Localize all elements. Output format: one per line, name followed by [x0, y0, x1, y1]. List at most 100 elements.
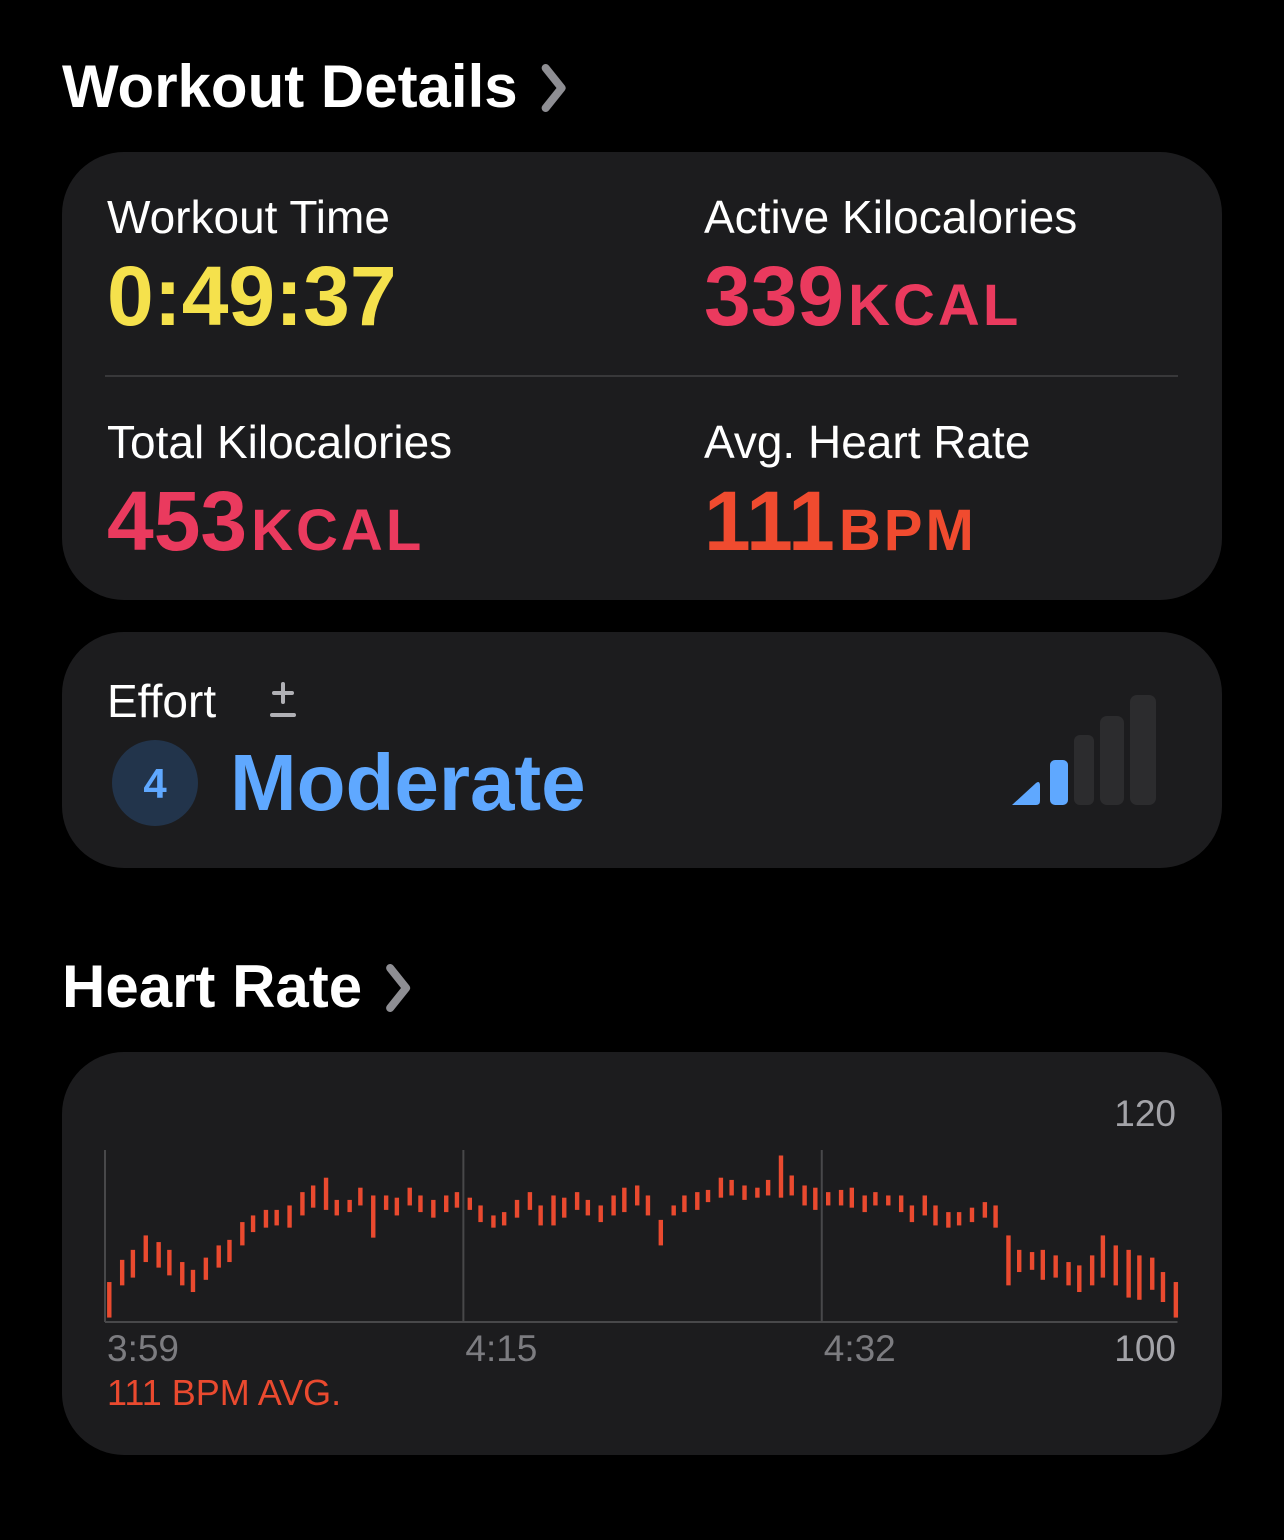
range-bar	[682, 1195, 687, 1213]
range-bar	[585, 1199, 591, 1216]
range-bar	[671, 1205, 676, 1216]
range-bar	[383, 1195, 389, 1210]
range-bar	[1077, 1265, 1082, 1293]
range-bar	[190, 1269, 196, 1293]
x-tick-label: 3:59	[107, 1328, 179, 1369]
range-bar	[300, 1192, 305, 1216]
range-bar	[862, 1195, 867, 1213]
range-bar	[886, 1195, 891, 1206]
metric-unit: KCAL	[848, 273, 1021, 338]
metric-unit: KCAL	[251, 498, 424, 563]
metric-number: 339	[704, 249, 844, 343]
range-bar	[347, 1199, 352, 1213]
metric-number: 111	[704, 474, 835, 568]
range-bar	[1016, 1249, 1022, 1273]
range-bar	[1029, 1252, 1035, 1270]
effort-meter	[1012, 695, 1156, 805]
range-bar	[622, 1187, 627, 1213]
range-bar	[501, 1212, 507, 1226]
range-bar	[1113, 1245, 1118, 1286]
range-bar	[909, 1205, 915, 1223]
range-bar	[156, 1242, 161, 1268]
range-bar	[418, 1195, 423, 1213]
metric-value: 339KCAL	[704, 249, 1021, 343]
average-label: 111 BPM AVG.	[107, 1372, 341, 1413]
heart-rate-card[interactable]	[62, 1052, 1222, 1455]
effort-card[interactable]	[62, 632, 1222, 868]
range-bar	[611, 1195, 616, 1216]
effort-badge	[112, 740, 198, 826]
adjust-icon[interactable]	[270, 682, 296, 717]
range-bar	[982, 1202, 988, 1218]
range-bar	[598, 1205, 603, 1223]
range-bar	[1100, 1235, 1106, 1278]
range-bar	[813, 1187, 818, 1210]
metric-label: Total Kilocalories	[107, 416, 452, 468]
metric-label: Workout Time	[107, 191, 390, 243]
range-bar	[180, 1262, 185, 1286]
range-bar	[371, 1195, 376, 1238]
range-bar	[838, 1189, 844, 1206]
range-bar	[431, 1199, 436, 1218]
range-bar	[167, 1249, 172, 1276]
metric-label: Avg. Heart Rate	[704, 416, 1030, 468]
range-bar	[574, 1192, 580, 1210]
chevron[interactable]	[386, 964, 411, 1012]
effort-level: 4	[143, 760, 167, 807]
range-bar	[755, 1187, 760, 1198]
range-bar	[107, 1282, 112, 1318]
range-bar	[765, 1179, 771, 1196]
range-bar	[1160, 1272, 1166, 1303]
range-bar	[1040, 1249, 1046, 1280]
range-bar	[358, 1187, 363, 1206]
range-bar	[956, 1212, 962, 1226]
range-bar	[645, 1195, 651, 1216]
range-bar	[898, 1195, 904, 1213]
range-bar	[826, 1192, 831, 1206]
range-bar	[130, 1249, 136, 1278]
range-bar	[933, 1205, 938, 1226]
range-bar	[119, 1259, 125, 1286]
range-bar	[203, 1257, 209, 1280]
range-bar	[1173, 1282, 1179, 1318]
x-tick-label: 4:32	[824, 1328, 896, 1369]
range-bar	[454, 1192, 460, 1208]
metric-value: 111BPM	[704, 474, 977, 568]
range-bar	[216, 1245, 221, 1268]
range-bar	[444, 1195, 449, 1213]
range-bar	[705, 1189, 711, 1203]
x-tick-label: 4:15	[465, 1328, 537, 1369]
range-bar	[635, 1185, 640, 1206]
range-bar	[491, 1215, 496, 1228]
effort-label: Effort	[107, 675, 216, 727]
range-bar	[873, 1192, 878, 1206]
range-bar	[1150, 1257, 1155, 1290]
range-bar	[478, 1205, 483, 1223]
range-bar	[802, 1185, 807, 1206]
range-bar	[742, 1185, 747, 1200]
range-bar	[658, 1219, 664, 1246]
section-title[interactable]: Heart Rate	[62, 953, 362, 1020]
metric-number: 453	[107, 474, 247, 568]
range-bar	[287, 1205, 292, 1228]
metric-unit: BPM	[839, 498, 977, 563]
range-bar	[718, 1177, 724, 1198]
metric-value: 0:49:37	[107, 249, 397, 343]
range-bar	[274, 1209, 279, 1226]
range-bar	[514, 1199, 520, 1218]
range-bar	[922, 1195, 927, 1216]
range-bar	[467, 1197, 473, 1210]
metric-number: 0:49:37	[107, 249, 397, 343]
range-bar	[1053, 1255, 1058, 1278]
y-tick-label: 100	[1114, 1328, 1176, 1369]
y-tick-label: 120	[1114, 1093, 1176, 1134]
metric-value: 453KCAL	[107, 474, 424, 568]
section-title[interactable]: Workout Details	[62, 53, 518, 120]
chevron[interactable]	[541, 64, 566, 112]
range-bar	[695, 1192, 700, 1210]
range-bar	[538, 1205, 543, 1226]
range-bar	[310, 1185, 316, 1208]
range-bar	[946, 1212, 951, 1228]
